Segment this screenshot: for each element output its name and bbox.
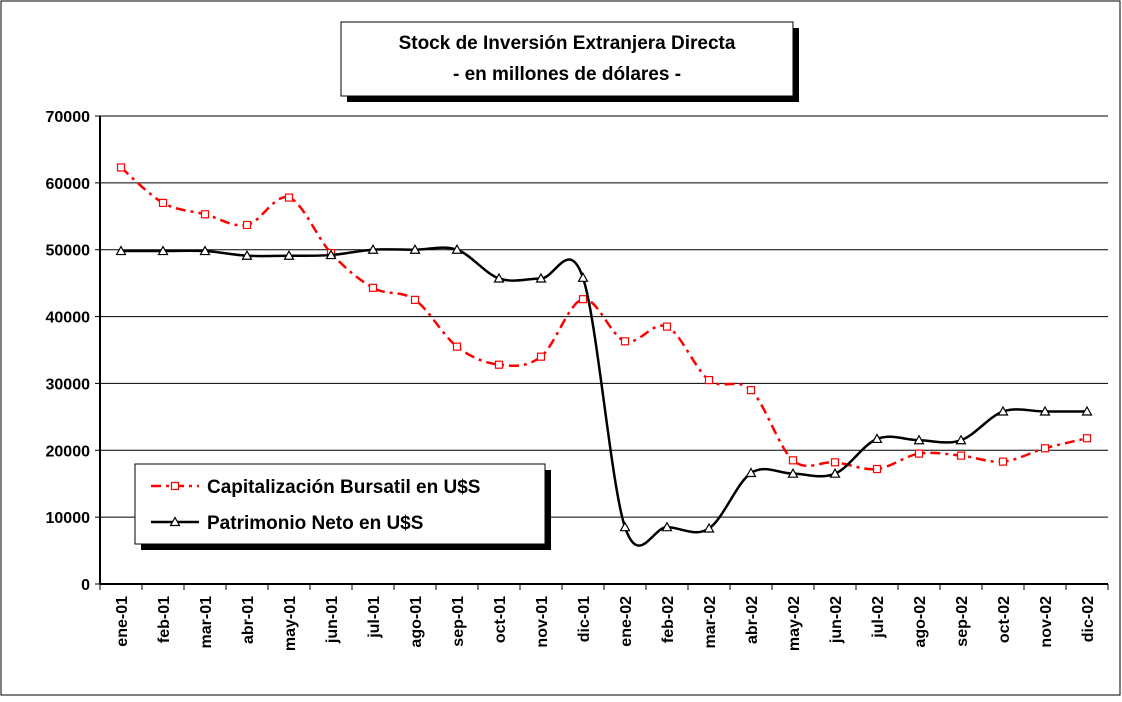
marker — [913, 434, 925, 445]
marker — [170, 481, 180, 491]
marker — [535, 272, 547, 283]
x-tick-label: dic-02 — [1080, 596, 1097, 642]
marker — [116, 163, 126, 172]
marker — [745, 467, 757, 478]
marker — [577, 272, 589, 282]
x-tick-label: ago-02 — [912, 596, 929, 648]
marker — [704, 375, 714, 385]
legend-frame — [134, 463, 546, 545]
marker — [871, 433, 883, 444]
marker — [158, 198, 168, 208]
marker — [451, 243, 463, 254]
marker — [242, 220, 252, 230]
marker — [410, 295, 420, 304]
marker — [998, 457, 1008, 466]
y-tick-label: 70000 — [46, 109, 91, 126]
x-tick-label: may-01 — [282, 596, 299, 651]
marker — [409, 243, 421, 254]
y-tick-label: 60000 — [46, 176, 91, 193]
title-box: Stock de Inversión Extranjera Directa - … — [340, 21, 799, 102]
plot-area: 0 10000 20000 30000 40000 50000 60000 70000 ene-… — [46, 109, 1109, 651]
marker — [830, 458, 840, 467]
marker — [703, 522, 715, 533]
marker — [283, 250, 295, 260]
x-tick-label: feb-02 — [660, 596, 677, 643]
title-frame — [340, 21, 794, 97]
y-tick-label: 50000 — [46, 243, 91, 260]
marker — [829, 467, 841, 478]
marker — [325, 249, 337, 260]
marker — [578, 295, 588, 304]
x-tick-label: may-02 — [786, 596, 803, 651]
x-tick-label: sep-01 — [450, 596, 467, 647]
legend: Capitalización Bursatil en U$S Patrimonio… — [134, 463, 551, 550]
marker — [536, 352, 546, 361]
marker — [956, 451, 966, 460]
x-tick-label: jul-01 — [366, 596, 383, 639]
marker — [1081, 405, 1093, 416]
marker — [661, 521, 673, 532]
x-tick-label: mar-02 — [702, 596, 719, 649]
x-tick-label: oct-01 — [492, 596, 509, 643]
chart-subtitle: - en millones de dólares - — [453, 64, 681, 85]
x-tick-label: ago-01 — [408, 596, 425, 648]
marker — [157, 245, 169, 256]
x-tick-label: dic-01 — [576, 596, 593, 642]
marker — [1039, 405, 1051, 416]
marker — [955, 434, 967, 445]
y-tick-label: 20000 — [46, 443, 91, 460]
marker — [241, 250, 253, 260]
x-tick-label: feb-01 — [156, 596, 173, 643]
x-tick-label: jun-02 — [828, 596, 845, 644]
x-tick-label: ene-02 — [618, 596, 635, 647]
x-tick-label: sep-02 — [954, 596, 971, 647]
marker — [368, 283, 378, 292]
marker — [1082, 434, 1092, 443]
marker — [169, 516, 181, 527]
x-tick-label: ene-01 — [114, 596, 131, 647]
x-tick-label: nov-01 — [534, 596, 551, 648]
marker — [788, 456, 798, 465]
x-tick-label: abr-01 — [240, 596, 257, 644]
x-tick-label: oct-02 — [996, 596, 1013, 643]
chart-title: Stock de Inversión Extranjera Directa — [399, 33, 736, 54]
y-tick-label: 0 — [81, 577, 90, 594]
y-tick-label: 10000 — [46, 510, 91, 527]
marker — [746, 386, 756, 395]
x-tick-label: nov-02 — [1038, 596, 1055, 648]
marker — [493, 272, 505, 283]
marker — [787, 467, 799, 478]
marker — [452, 342, 462, 351]
x-tick-label: jul-02 — [870, 596, 887, 639]
marker — [200, 210, 210, 219]
x-tick-label: jun-01 — [324, 596, 341, 644]
marker — [872, 464, 882, 474]
x-tick-label: abr-02 — [744, 596, 761, 644]
legend-label: Patrimonio Neto en U$S — [207, 513, 423, 534]
x-tick-label: mar-01 — [198, 596, 215, 649]
marker — [115, 245, 127, 256]
marker — [662, 322, 672, 331]
legend-label: Capitalización Bursatil en U$S — [207, 477, 480, 498]
marker — [620, 337, 630, 346]
marker — [1040, 444, 1050, 453]
marker — [997, 405, 1009, 416]
marker — [494, 360, 504, 369]
marker — [199, 245, 211, 256]
marker — [367, 243, 379, 254]
marker — [914, 449, 924, 458]
y-tick-label: 30000 — [46, 376, 91, 393]
marker — [284, 193, 294, 202]
y-tick-label: 40000 — [46, 310, 91, 327]
marker — [619, 521, 631, 532]
